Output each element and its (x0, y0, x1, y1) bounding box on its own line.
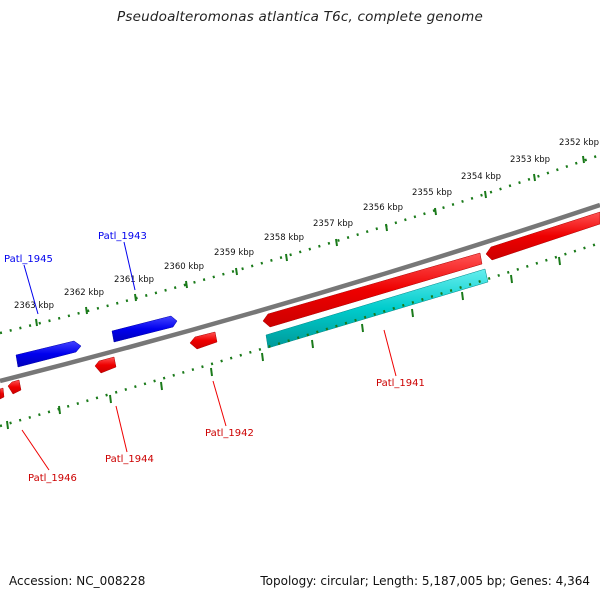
gene-label-patl-1944: Patl_1944 (105, 454, 154, 465)
kbp-label: 2353 kbp (510, 155, 550, 165)
gene-label-patl-1946: Patl_1946 (28, 473, 77, 484)
gene-patl-1944 (94, 356, 117, 374)
kbp-label: 2361 kbp (114, 275, 154, 285)
reverse-strand-genes (0, 211, 600, 400)
kbp-label: 2355 kbp (412, 188, 452, 198)
gene-reverse-right (485, 211, 600, 261)
gene-label-patl-1943: Patl_1943 (98, 231, 147, 242)
rna-feature (265, 268, 489, 349)
inner-major-ticks (6, 256, 561, 430)
forward-strand-genes (15, 315, 178, 368)
gene-labels: Patl_1943 Patl_1945 Patl_1941 Patl_1942 … (4, 231, 425, 484)
gene-patl-1942 (189, 331, 218, 350)
gene-label-patl-1945: Patl_1945 (4, 254, 53, 265)
leader-lines (21, 241, 397, 471)
gene-left-edge (0, 387, 5, 400)
kbp-label: 2352 kbp (559, 138, 599, 148)
gene-patl-1941 (262, 252, 483, 328)
kbp-label: 2356 kbp (363, 203, 403, 213)
accession-text: Accession: NC_008228 (9, 574, 146, 588)
gene-patl-1945 (15, 340, 82, 368)
kbp-label: 2357 kbp (313, 219, 353, 229)
gene-patl-1943 (111, 315, 178, 343)
kbp-label: 2362 kbp (64, 288, 104, 298)
kbp-label: 2363 kbp (14, 301, 54, 311)
map-title: Pseudoalteromonas atlantica T6c, complet… (117, 9, 483, 25)
gene-label-patl-1941: Patl_1941 (376, 378, 425, 389)
kbp-label: 2359 kbp (214, 248, 254, 258)
kbp-label: 2354 kbp (461, 172, 501, 182)
outer-tick-ring (0, 153, 600, 335)
kbp-label: 2360 kbp (164, 262, 204, 272)
gene-patl-1946 (7, 379, 22, 395)
kbp-label: 2358 kbp (264, 233, 304, 243)
genome-backbone (0, 202, 600, 384)
genome-summary-text: Topology: circular; Length: 5,187,005 bp… (260, 574, 590, 588)
outer-major-ticks (35, 155, 585, 327)
kbp-labels: 2352 kbp 2353 kbp 2354 kbp 2355 kbp 2356… (14, 138, 599, 311)
gene-label-patl-1942: Patl_1942 (205, 428, 254, 439)
